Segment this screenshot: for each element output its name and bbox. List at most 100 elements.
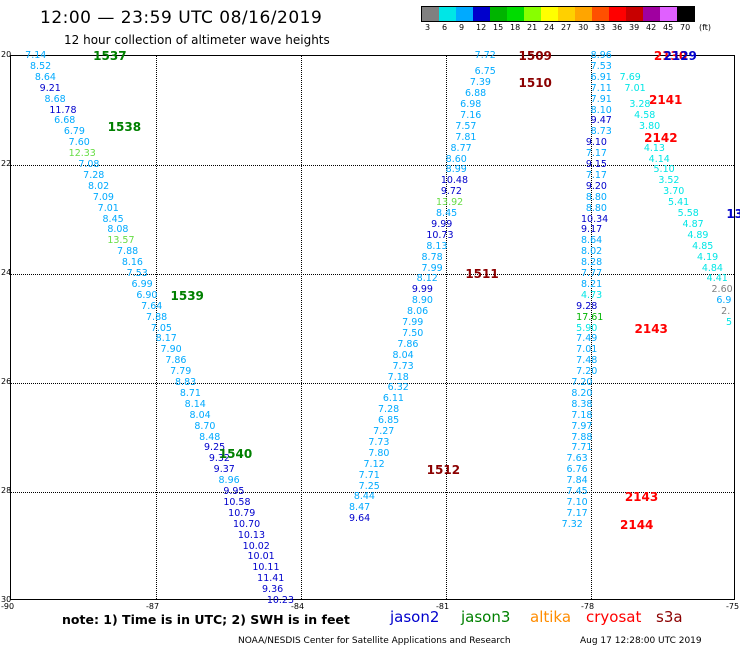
wave-height-value: 8.96: [218, 475, 240, 487]
wave-height-value: 17.61: [576, 311, 604, 323]
color-scale-label: 21: [527, 23, 538, 32]
color-scale-swatch: [609, 7, 626, 21]
map-subtitle: 12 hour collection of altimeter wave hei…: [64, 33, 330, 47]
track-pass-label: 1540: [218, 446, 253, 461]
color-scale-swatch: [422, 7, 439, 21]
wave-height-value: 6.76: [566, 464, 588, 476]
color-scale-label: 30: [578, 23, 589, 32]
map-plot-area: 7.14 8.52 8.64 9.21 8.68 11.78 6.68 6.79 7.60 12.…: [10, 49, 740, 606]
wave-height-value: 13.92: [436, 197, 464, 209]
wave-height-value: 4.87: [682, 218, 704, 230]
wave-height-value: 7.18: [387, 371, 409, 383]
wave-height-value: 10.79: [228, 507, 256, 519]
wave-height-value: 8.45: [102, 213, 124, 225]
wave-height-value: 7.17: [585, 148, 607, 160]
wave-height-value: 5.41: [668, 197, 690, 209]
track-pass-label: 1510: [518, 76, 552, 91]
track-pass-label: 1511: [465, 267, 499, 281]
legend-entry-s3a: s3a: [656, 608, 683, 626]
track-pass-label: 1512: [426, 463, 461, 478]
color-scale-swatch: [575, 7, 592, 21]
wave-height-value: 10.70: [233, 518, 261, 530]
wave-height-value: 8.08: [107, 224, 129, 236]
wave-height-value: 8.71: [179, 387, 201, 399]
wave-height-value: 7.53: [126, 268, 148, 279]
wave-height-value: 7.28: [378, 404, 400, 416]
color-scale-swatch: [490, 7, 507, 21]
latitude-gridline: [11, 165, 734, 166]
wave-height-value: 7.49: [576, 333, 598, 345]
color-scale-swatch: [524, 7, 541, 21]
wave-height-value: 8.64: [581, 235, 603, 247]
wave-height-value: 7.11: [590, 82, 612, 94]
wave-height-value: 7.69: [619, 71, 641, 83]
wave-height-value: 7.48: [576, 355, 598, 367]
wave-height-value: 7.99: [421, 262, 443, 274]
wave-height-value: 7.27: [373, 426, 395, 438]
wave-height-value: 9.72: [440, 186, 462, 198]
color-scale-label: 42: [646, 23, 657, 32]
wave-height-value: 7.79: [170, 366, 192, 378]
wave-height-value: 6.99: [131, 278, 153, 290]
wave-height-value: 12.33: [68, 148, 96, 160]
wave-height-value: 3.52: [658, 175, 680, 187]
wave-height-value: 10.23: [266, 595, 295, 606]
wave-height-value: 8.45: [436, 208, 458, 220]
wave-height-value: 6.9: [716, 295, 732, 307]
color-scale-swatch: [558, 7, 575, 21]
wave-height-value: 7.25: [358, 480, 380, 492]
wave-height-value: 8.77: [450, 142, 472, 154]
longitude-tick-label: -87: [146, 602, 160, 611]
wave-height-value: 8.20: [571, 387, 593, 399]
latitude-gridline: [11, 492, 734, 493]
wave-height-value: 7.10: [566, 496, 588, 508]
longitude-tick-label: -90: [1, 602, 15, 611]
track-pass-label: 1509: [518, 49, 552, 63]
wave-height-value: 8.13: [426, 240, 448, 252]
wave-height-value: 7.53: [590, 60, 612, 72]
wave-height-value: 7.01: [576, 344, 598, 356]
color-scale-swatch: [592, 7, 609, 21]
wave-height-value: 9.15: [585, 159, 607, 170]
wave-height-value: 7.12: [363, 458, 385, 470]
longitude-tick-label: -78: [581, 602, 595, 611]
generated-timestamp: Aug 17 12:28:00 UTC 2019: [580, 636, 702, 646]
wave-height-value: 4.14: [648, 153, 670, 165]
wave-height-value: 6.75: [474, 66, 496, 78]
wave-height-value: 6.85: [378, 415, 400, 427]
track-pass-label: 2144: [620, 517, 654, 532]
color-scale-swatch: [626, 7, 643, 21]
wave-height-value: 6.68: [54, 115, 76, 127]
wave-height-value: 7.72: [474, 50, 496, 61]
track-pass-label: 2143: [634, 321, 668, 336]
latitude-gridline: [11, 274, 734, 275]
wave-height-value: 8.80: [585, 191, 607, 203]
wave-height-value: 6.90: [136, 289, 158, 301]
color-scale-swatch: [456, 7, 473, 21]
latitude-tick-label: 22: [1, 159, 12, 168]
latitude-tick-label: 20: [1, 50, 12, 59]
track-pass-label: 2141: [649, 92, 683, 107]
longitude-tick-label: -81: [436, 602, 450, 611]
wave-height-value: 7.32: [561, 518, 583, 530]
wave-height-value: 11.78: [49, 104, 77, 116]
wave-height-value: 7.88: [117, 246, 139, 258]
wave-height-value: 8.17: [155, 333, 177, 345]
wave-height-value: 4.89: [687, 229, 709, 241]
wave-height-value: 5: [726, 317, 733, 329]
wave-height-value: 5.10: [653, 164, 675, 176]
color-scale-label: 18: [510, 23, 521, 32]
wave-height-value: 8.02: [581, 246, 603, 258]
wave-height-value: 8.12: [416, 273, 438, 285]
wave-height-value: 9.10: [585, 137, 607, 149]
wave-height-value: 8.02: [88, 180, 110, 192]
wave-height-value: 8.16: [121, 257, 143, 269]
wave-height-value: 5.90: [576, 322, 598, 334]
wave-height-value: 9.99: [431, 218, 453, 230]
wave-height-value: 7.08: [78, 159, 100, 170]
wave-height-value: 7.57: [455, 120, 477, 132]
wave-height-value: 8.06: [407, 306, 429, 318]
wave-height-value: 10.13: [237, 529, 266, 541]
wave-height-value: 7.20: [576, 366, 598, 378]
latitude-tick-label: 30: [1, 595, 12, 604]
